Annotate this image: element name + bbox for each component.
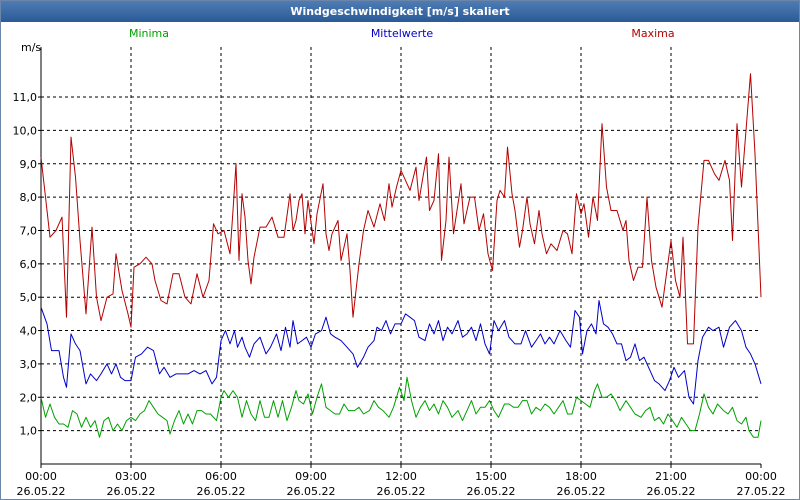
x-tick-time: 06:00 (205, 470, 237, 483)
y-tick-label: 9,0 (20, 158, 38, 171)
y-tick-label: 11,0 (13, 91, 38, 104)
y-tick-label: 3,0 (20, 358, 38, 371)
x-tick-date: 26.05.22 (557, 485, 606, 498)
y-axis-label: m/s (21, 41, 41, 54)
x-tick-date: 26.05.22 (107, 485, 156, 498)
series-lines (40, 73, 762, 438)
x-tick-time: 15:00 (475, 470, 507, 483)
x-tick-date: 26.05.22 (197, 485, 246, 498)
plot-area (41, 47, 761, 464)
x-tick-date: 26.05.22 (17, 485, 66, 498)
y-tick-label: 7,0 (20, 224, 38, 237)
x-tick-time: 21:00 (655, 470, 687, 483)
legend-minima: Minima (129, 27, 169, 40)
legend: Minima Mittelwerte Maxima (129, 27, 675, 40)
y-tick-label: 10,0 (13, 124, 38, 137)
x-tick-date: 27.05.22 (737, 485, 786, 498)
x-tick-time: 00:00 (745, 470, 777, 483)
x-tick-time: 00:00 (25, 470, 57, 483)
x-tick-date: 26.05.22 (647, 485, 696, 498)
grid (41, 47, 761, 464)
legend-mittelwerte: Mittelwerte (371, 27, 434, 40)
series-line-maxima (40, 73, 762, 345)
y-tick-labels: 1,0 2,0 3,0 4,0 5,0 6,0 7,0 8,0 9,0 10,0 11,0 (13, 91, 41, 438)
series-line-minima (40, 376, 762, 438)
x-tick-time: 12:00 (385, 470, 417, 483)
y-tick-label: 6,0 (20, 258, 38, 271)
series-line-mittelwerte (40, 300, 762, 405)
y-tick-label: 8,0 (20, 191, 38, 204)
x-tick-time: 18:00 (565, 470, 597, 483)
y-tick-label: 4,0 (20, 325, 38, 338)
y-tick-label: 2,0 (20, 391, 38, 404)
window-title: Windgeschwindigkeit [m/s] skaliert (1, 1, 799, 22)
x-tick-time: 09:00 (295, 470, 327, 483)
x-tick-labels: 00:00 26.05.22 03:00 26.05.22 06:00 26.05.22 0… (17, 464, 786, 498)
x-tick-date: 26.05.22 (377, 485, 426, 498)
legend-maxima: Maxima (631, 27, 674, 40)
x-tick-time: 03:00 (115, 470, 147, 483)
x-tick-date: 26.05.22 (467, 485, 516, 498)
x-tick-date: 26.05.22 (287, 485, 336, 498)
y-tick-label: 1,0 (20, 425, 38, 438)
y-tick-label: 5,0 (20, 291, 38, 304)
